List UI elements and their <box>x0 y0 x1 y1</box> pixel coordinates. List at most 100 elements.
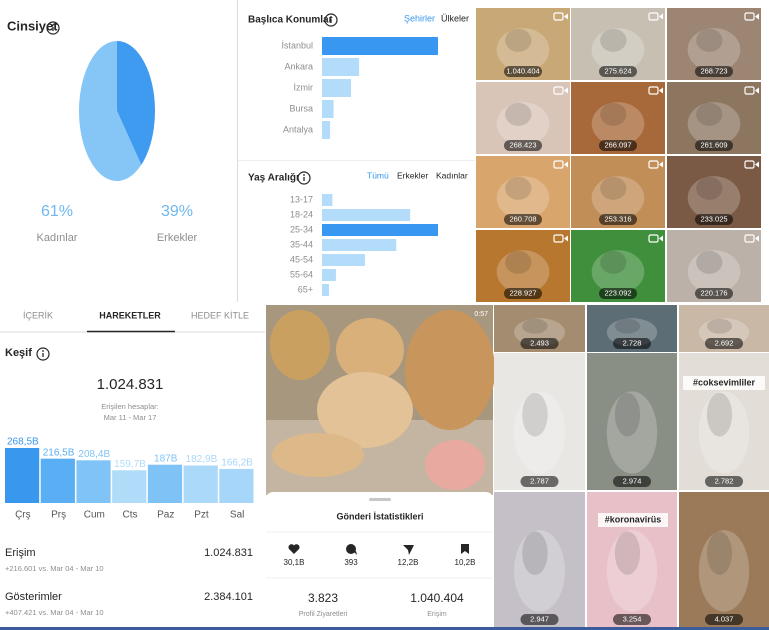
pie-slice <box>117 41 155 165</box>
thumbnail-subject <box>600 28 627 52</box>
video-duration: 0:57 <box>474 311 488 318</box>
view-count: 2.974 <box>623 477 642 486</box>
thumbnail-subject <box>687 102 741 146</box>
metric-label: Erişim <box>5 547 36 559</box>
hashtag-bg <box>683 376 765 390</box>
thumbnail-subject <box>606 391 658 474</box>
thumbnail-subject <box>505 176 532 200</box>
bar <box>219 468 254 503</box>
tab: HAREKETLER <box>99 310 161 320</box>
bar <box>322 100 334 118</box>
total: 1.024.831 <box>97 376 164 393</box>
panel-title: Başlıca Konumlar <box>248 15 333 26</box>
thumbnail-subject <box>687 28 741 72</box>
bar <box>183 465 218 503</box>
view-count-pill <box>504 288 542 299</box>
bar-category-label: 25-34 <box>290 224 313 234</box>
bar <box>5 448 40 503</box>
thumbnail-subject <box>706 318 733 334</box>
thumbnail-subject <box>505 102 532 126</box>
view-count: 220.176 <box>700 289 727 298</box>
thumbnail-subject <box>522 531 548 575</box>
bar-value-label: 187B <box>154 453 178 464</box>
view-count: 260.708 <box>509 215 536 224</box>
post-stat: 393 <box>344 558 358 567</box>
thumbnail-subject <box>496 250 550 294</box>
view-count: 253.316 <box>604 215 631 224</box>
info-icon <box>36 347 50 361</box>
thumbnail <box>494 492 585 628</box>
bar-category-label: 45-54 <box>290 254 313 264</box>
bar-category-label: 13-17 <box>290 194 313 204</box>
dog <box>317 372 413 448</box>
bar-category-label: Cts <box>123 510 138 521</box>
bar <box>147 464 183 503</box>
thumbnail-subject <box>496 102 550 146</box>
bar <box>322 254 365 266</box>
video-icon <box>659 161 663 168</box>
info-icon-dot <box>42 350 44 352</box>
comment-icon-tail <box>354 551 357 555</box>
video-icon <box>553 234 564 243</box>
hashtag-bg <box>598 513 668 527</box>
thumbnail-subject <box>687 250 741 294</box>
bar <box>322 121 331 139</box>
bread <box>270 310 330 380</box>
view-count-pill <box>599 66 637 77</box>
tab: Şehirler <box>404 13 435 23</box>
bar <box>322 269 336 281</box>
thumbnail-subject <box>600 250 627 274</box>
tab: HEDEF KİTLE <box>191 310 249 320</box>
pie-value-label: 39% <box>161 203 193 220</box>
bar-value-label: 216,5B <box>43 447 75 458</box>
save-icon <box>461 544 469 554</box>
dog <box>272 433 364 477</box>
bar-category-label: Paz <box>157 510 174 521</box>
pie-value-label: 61% <box>41 203 73 220</box>
bar <box>322 79 351 97</box>
video-icon <box>755 161 759 168</box>
sheet-handle <box>369 498 391 501</box>
panel-title: Yaş Aralığı <box>248 173 299 184</box>
view-count-pill <box>599 214 637 225</box>
post-stat: 12,2B <box>398 558 419 567</box>
bar-category-label: 18-24 <box>290 209 313 219</box>
thumbnail-subject <box>591 102 645 146</box>
view-count-pill <box>520 476 559 487</box>
bar-category-label: Prş <box>51 510 66 521</box>
view-count: 2.782 <box>715 477 734 486</box>
video-icon <box>648 86 659 95</box>
video-icon <box>564 161 568 168</box>
view-count: 233.025 <box>700 215 727 224</box>
view-count-pill <box>705 614 743 625</box>
metric-value: 1.024.831 <box>204 547 253 559</box>
video-icon <box>659 13 663 20</box>
thumbnail-subject <box>522 318 548 334</box>
thumbnail-subject <box>696 102 723 126</box>
bar-category-label: Pzt <box>194 510 209 521</box>
info-icon <box>297 171 311 185</box>
view-count: 2.493 <box>530 339 549 348</box>
thumbnail-subject <box>706 392 733 437</box>
thumbnail-subject <box>614 392 641 437</box>
bar-value-label: 208,4B <box>78 449 110 460</box>
thumbnail-subject <box>698 391 750 474</box>
thumbnail-subject <box>600 176 627 200</box>
view-count: 1.040.404 <box>506 67 539 76</box>
video-icon <box>755 87 759 94</box>
sheet-title: Gönderi İstatistikleri <box>336 511 423 521</box>
thumbnail-subject <box>696 28 723 52</box>
view-count: 266.097 <box>604 141 631 150</box>
bottom-bar <box>0 627 769 630</box>
bar-category-label: Ankara <box>284 61 313 71</box>
info-icon-dot <box>52 24 54 26</box>
hashtag: #koronavirüs <box>605 514 662 524</box>
tab: Erkekler <box>397 170 428 180</box>
view-count-pill <box>504 66 542 77</box>
video-icon <box>744 12 755 21</box>
tab: Ülkeler <box>441 13 469 23</box>
view-count: 2.692 <box>715 339 734 348</box>
thumbnail-subject <box>614 318 641 334</box>
view-count: 268.723 <box>700 67 727 76</box>
summary-label: Erişim <box>427 611 447 618</box>
